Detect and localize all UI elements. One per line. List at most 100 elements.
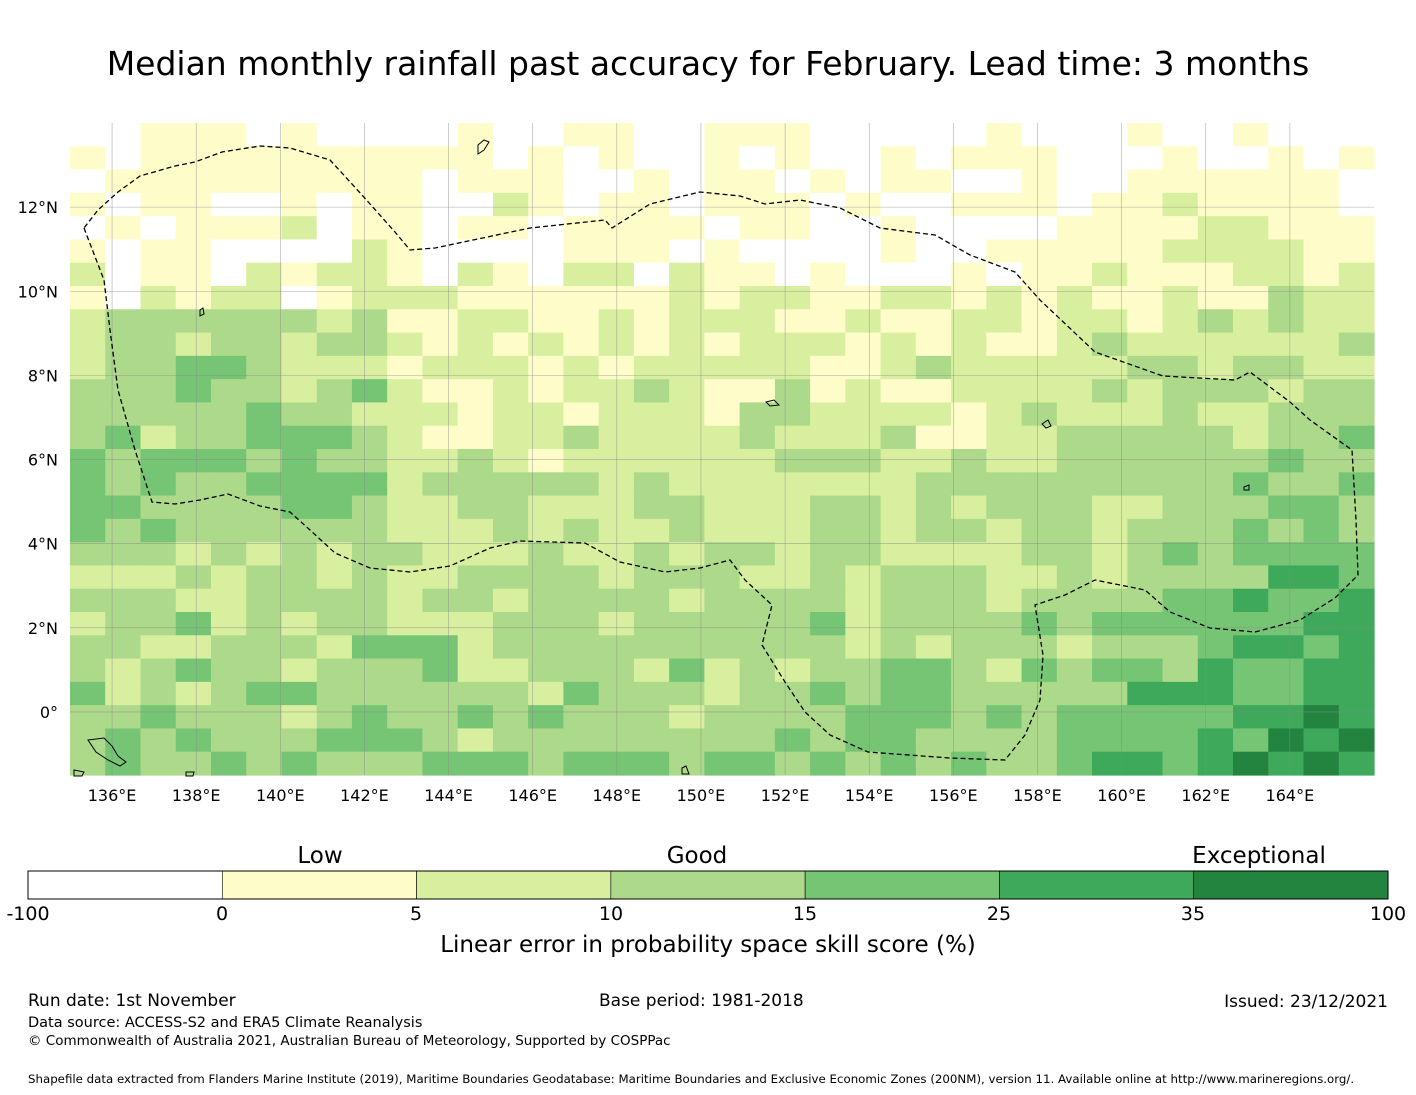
grid-cell	[351, 239, 388, 264]
grid-cell	[210, 402, 247, 427]
grid-cell	[986, 542, 1023, 567]
grid-cell	[246, 425, 283, 450]
grid-cell	[105, 495, 142, 520]
grid-cell	[316, 751, 353, 776]
grid-cell	[951, 542, 987, 567]
grid-cell	[704, 612, 741, 636]
colorbar-segment	[27, 870, 223, 900]
grid-cell	[845, 169, 882, 194]
grid-cell	[70, 309, 106, 334]
grid-cell	[669, 681, 705, 706]
grid-cell	[810, 192, 846, 217]
grid-cell	[1338, 565, 1375, 590]
grid-cell	[492, 472, 529, 497]
grid-cell	[105, 146, 142, 171]
grid-cell	[246, 449, 283, 473]
grid-cell	[669, 169, 705, 194]
grid-cell	[105, 192, 142, 217]
grid-cell	[704, 681, 741, 706]
grid-cell	[1127, 169, 1164, 194]
grid-cell	[1233, 449, 1269, 473]
grid-cell	[633, 728, 670, 753]
grid-cell	[1127, 216, 1164, 241]
grid-cell	[528, 146, 564, 171]
base-period: Base period: 1981-2018	[599, 991, 804, 1011]
grid-cell	[986, 192, 1023, 217]
grid-cell	[1162, 332, 1199, 357]
grid-cell	[986, 705, 1023, 730]
grid-cell	[210, 681, 247, 706]
longitude-label: 150°E	[677, 786, 726, 805]
grid-cell	[1021, 146, 1058, 171]
grid-cell	[810, 728, 846, 753]
grid-cell	[951, 449, 987, 473]
grid-cell	[1197, 495, 1234, 520]
grid-cell	[1197, 123, 1234, 147]
grid-cell	[1092, 728, 1128, 753]
grid-cell	[563, 495, 600, 520]
grid-cell	[986, 169, 1023, 194]
grid-cell	[739, 425, 776, 450]
grid-cell	[1092, 286, 1128, 310]
eez-boundary	[83, 145, 1359, 761]
grid-cell	[1092, 239, 1128, 264]
grid-cell	[845, 309, 882, 334]
grid-cell	[281, 588, 318, 613]
grid-cell	[1303, 286, 1340, 310]
grid-cell	[669, 355, 705, 380]
grid-cell	[1056, 332, 1093, 357]
grid-cell	[739, 169, 776, 194]
grid-cell	[175, 123, 212, 147]
grid-cell	[1021, 216, 1058, 241]
grid-cell	[70, 379, 106, 404]
grid-cell	[210, 728, 247, 753]
grid-cell	[175, 635, 212, 660]
grid-cell	[175, 542, 212, 567]
grid-cell	[105, 705, 142, 730]
grid-cell	[563, 379, 600, 404]
grid-cell	[246, 192, 283, 217]
grid-cell	[1056, 612, 1093, 636]
latitude-label: 6°N	[28, 451, 58, 470]
longitude-label: 160°E	[1097, 786, 1146, 805]
grid-cell	[774, 355, 811, 380]
grid-cell	[140, 425, 177, 450]
grid-cell	[140, 635, 177, 660]
grid-cell	[70, 565, 106, 590]
grid-cell	[387, 518, 424, 543]
grid-cell	[880, 681, 917, 706]
grid-cell	[387, 728, 424, 753]
grid-cell	[528, 518, 564, 543]
grid-cell	[563, 169, 600, 194]
grid-cell	[1268, 192, 1305, 217]
grid-cell	[1162, 495, 1199, 520]
grid-cell	[140, 262, 177, 287]
grid-cell	[739, 402, 776, 427]
grid-cell	[1056, 379, 1093, 404]
grid-cell	[1233, 169, 1269, 194]
grid-cell	[492, 192, 529, 217]
grid-cell	[1021, 658, 1058, 683]
grid-cell	[528, 332, 564, 357]
grid-cell	[986, 728, 1023, 753]
grid-cell	[669, 239, 705, 264]
grid-cell	[1338, 262, 1375, 287]
grid-cell	[1268, 239, 1305, 264]
grid-cell	[70, 449, 106, 473]
grid-cell	[387, 425, 424, 450]
grid-cell	[1303, 239, 1340, 264]
grid-cell	[422, 286, 459, 310]
grid-cell	[175, 658, 212, 683]
grid-cell	[528, 449, 564, 473]
grid-cell	[175, 402, 212, 427]
grid-cell	[351, 286, 388, 310]
legend-tick: 15	[792, 903, 818, 925]
grid-cell	[387, 658, 424, 683]
grid-cell	[704, 402, 741, 427]
grid-cell	[880, 495, 917, 520]
grid-cell	[387, 123, 424, 147]
grid-cell	[175, 425, 212, 450]
grid-cell	[951, 286, 987, 310]
grid-cell	[1162, 309, 1199, 334]
grid-cell	[1092, 518, 1128, 543]
